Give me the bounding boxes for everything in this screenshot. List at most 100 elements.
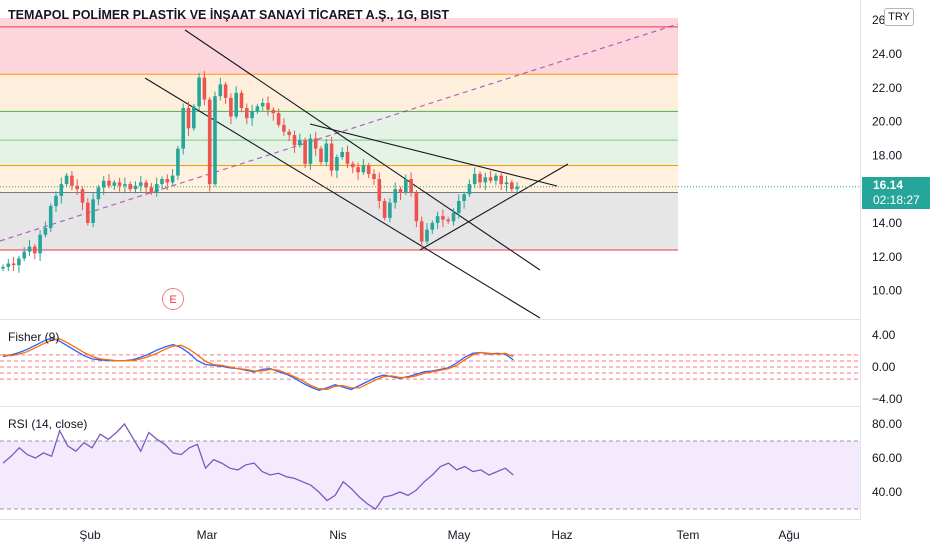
candle-body bbox=[250, 111, 254, 119]
candle-body bbox=[43, 228, 48, 235]
candle-body bbox=[80, 189, 85, 203]
price-axis-tick: 22.00 bbox=[872, 81, 902, 95]
time-axis-tick: Nis bbox=[329, 528, 346, 542]
candle-body bbox=[398, 189, 403, 193]
last-price-badge: 16.14 02:18:27 bbox=[862, 177, 930, 209]
support-line bbox=[419, 163, 569, 251]
candle-body bbox=[451, 212, 456, 222]
time-axis-tick: Mar bbox=[197, 528, 218, 542]
candle-body bbox=[282, 124, 286, 132]
fib-zone bbox=[0, 165, 678, 193]
candle-body bbox=[245, 108, 249, 119]
candle-body bbox=[239, 92, 244, 109]
price-axis-tick: 14.00 bbox=[872, 216, 902, 230]
candle-body bbox=[38, 234, 42, 254]
candle-body bbox=[356, 167, 360, 173]
candle-body bbox=[86, 202, 90, 223]
candle-body bbox=[107, 180, 111, 186]
price-axis-tick: 20.00 bbox=[872, 115, 902, 129]
rsi-axis-tick: 80.00 bbox=[872, 417, 902, 431]
rsi-band bbox=[0, 441, 860, 509]
candle-body bbox=[271, 109, 276, 114]
fisher-series-line bbox=[2, 338, 514, 391]
candle-body bbox=[181, 108, 185, 149]
candle-body bbox=[202, 77, 207, 100]
fib-zone bbox=[0, 74, 678, 112]
candle-body bbox=[488, 177, 493, 181]
candle-body bbox=[345, 151, 350, 164]
candle-body bbox=[483, 177, 488, 183]
candle-body bbox=[510, 182, 514, 190]
candle-body bbox=[59, 184, 64, 196]
candle-body bbox=[22, 251, 26, 259]
price-axis-tick: 10.00 bbox=[872, 284, 902, 298]
fisher-axis-tick: 0.00 bbox=[872, 360, 896, 374]
candle-body bbox=[139, 182, 143, 186]
candle-body bbox=[96, 187, 101, 200]
chart-title: TEMAPOL POLİMER PLASTİK VE İNŞAAT SANAYİ… bbox=[8, 8, 450, 22]
candle-body bbox=[366, 165, 371, 174]
candle-body bbox=[372, 173, 376, 180]
candle-body bbox=[414, 192, 419, 222]
earnings-marker[interactable]: E bbox=[162, 288, 184, 310]
time-axis-tick: Ağu bbox=[778, 528, 799, 542]
candle-body bbox=[329, 143, 334, 171]
candle-body bbox=[255, 106, 260, 112]
candle-body bbox=[48, 206, 53, 229]
candle-body bbox=[160, 179, 164, 185]
candle-body bbox=[472, 173, 477, 185]
candle-body bbox=[467, 184, 472, 195]
candle-body bbox=[170, 175, 175, 183]
candle-body bbox=[54, 195, 58, 207]
candle-body bbox=[33, 246, 37, 254]
currency-button[interactable]: TRY bbox=[884, 8, 914, 26]
fib-zone bbox=[0, 111, 678, 141]
candle-body bbox=[425, 229, 429, 242]
candle-body bbox=[123, 184, 127, 186]
price-axis-tick: 24.00 bbox=[872, 47, 902, 61]
candle-body bbox=[117, 182, 122, 186]
fib-zone bbox=[0, 26, 678, 75]
rsi-axis-tick: 60.00 bbox=[872, 451, 902, 465]
candle-body bbox=[229, 97, 233, 117]
candle-body bbox=[287, 131, 291, 136]
candle-body bbox=[213, 96, 217, 185]
candle-body bbox=[192, 106, 196, 129]
candle-body bbox=[457, 200, 461, 213]
fib-zone bbox=[0, 192, 678, 250]
candle-body bbox=[101, 180, 106, 188]
candle-body bbox=[144, 182, 148, 188]
resistance-line bbox=[309, 123, 558, 187]
candle-body bbox=[128, 184, 132, 190]
candle-body bbox=[11, 263, 16, 266]
candle-body bbox=[494, 175, 498, 181]
candle-body bbox=[377, 179, 382, 201]
rsi-axis-tick: 40.00 bbox=[872, 485, 902, 499]
candle-body bbox=[419, 221, 424, 242]
last-price-label: 16.14 bbox=[873, 178, 904, 192]
candle-body bbox=[165, 179, 170, 183]
candle-body bbox=[499, 175, 503, 185]
candle-body bbox=[462, 194, 466, 201]
candle-body bbox=[223, 84, 228, 98]
fisher-axis-tick: 4.00 bbox=[872, 328, 896, 342]
candle-body bbox=[64, 175, 69, 185]
candle-body bbox=[218, 84, 223, 97]
candle-body bbox=[197, 77, 201, 107]
fisher-series-line bbox=[2, 337, 514, 391]
candle-body bbox=[266, 102, 270, 110]
candle-body bbox=[446, 219, 450, 222]
candle-body bbox=[388, 202, 392, 218]
candle-body bbox=[176, 148, 180, 176]
candle-body bbox=[17, 258, 21, 266]
candle-body bbox=[91, 199, 95, 223]
rsi-series-line bbox=[2, 422, 514, 510]
candle-body bbox=[351, 163, 355, 168]
candle-body bbox=[324, 143, 329, 163]
rsi-pane-label: RSI (14, close) bbox=[8, 417, 88, 431]
candle-body bbox=[441, 216, 445, 220]
candle-body bbox=[340, 151, 344, 158]
candle-body bbox=[382, 200, 387, 218]
candle-body bbox=[112, 182, 117, 186]
